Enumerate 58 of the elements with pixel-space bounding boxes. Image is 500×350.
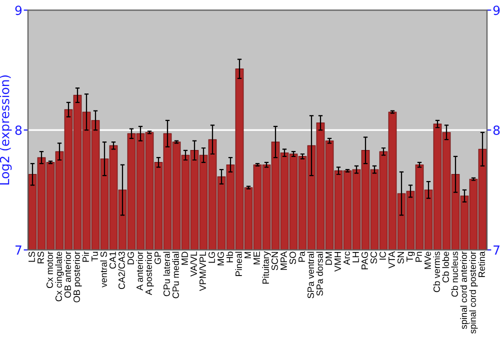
x-tick-label: SPa ventral xyxy=(307,252,314,298)
x-tick-label: Pa xyxy=(298,251,305,262)
x-tick-label: DG xyxy=(127,252,134,264)
x-tick-label: Retina xyxy=(478,251,485,278)
y-tick-label: 7 xyxy=(16,246,22,255)
x-tick-label: Cb vermis xyxy=(433,252,440,292)
x-tick-label: RS xyxy=(37,252,44,264)
x-tick-label: spinal cord posterior xyxy=(469,251,478,334)
x-tick-label: MG xyxy=(217,252,224,266)
x-tick-label: Pn xyxy=(416,252,422,262)
x-tick-label: A anterior xyxy=(136,251,143,291)
x-tick-label: SC xyxy=(370,252,377,264)
x-tick-label: A posterior xyxy=(145,251,154,296)
x-tick-label: Cx motor xyxy=(46,251,53,288)
x-tick-label: SN xyxy=(397,252,404,264)
x-tick-label: Arc xyxy=(344,252,350,266)
y-axis-title: Log2 (expression) xyxy=(0,75,12,185)
x-tick-label: Hb xyxy=(226,252,233,262)
x-tick-label: CA2/CA3 xyxy=(118,252,125,290)
x-tick-label: LG xyxy=(208,252,215,263)
x-tick-label: Cx cingulate xyxy=(55,252,64,302)
x-tick-label: OB posterior xyxy=(73,251,82,302)
x-tick-label: DM xyxy=(326,252,332,265)
x-tick-label: Tu xyxy=(92,252,98,262)
x-tick-label: CA1 xyxy=(109,252,116,269)
x-tick-label: VMH xyxy=(334,252,341,272)
x-tick-label: SO xyxy=(289,252,296,264)
x-tick-label: Cb nucleus xyxy=(451,252,458,297)
x-tick-label: IC xyxy=(379,252,386,260)
x-tick-label: MPA xyxy=(280,251,287,270)
x-tick-label: spinal cord anterior xyxy=(460,251,469,329)
x-tick-label: GP xyxy=(154,252,161,264)
x-tick-label: ventral S xyxy=(100,252,107,288)
x-tick-label: CPu lateral xyxy=(163,252,170,296)
y2-tick-label: 9 xyxy=(493,6,500,16)
x-tick-label: MD xyxy=(182,252,188,265)
x-tick-label: Tg xyxy=(406,252,415,262)
y2-tick-label: 7 xyxy=(494,246,500,255)
x-tick-label: ME xyxy=(254,252,260,264)
x-tick-label: CPu medial xyxy=(172,252,179,298)
x-tick-label: Cb lobe xyxy=(442,252,449,282)
y2-tick-label: 8 xyxy=(493,125,500,135)
x-tick-label: M xyxy=(244,252,251,258)
x-tick-label: OB anterior xyxy=(64,251,71,298)
x-tick-label: VTA xyxy=(388,251,395,268)
x-tick-label: LS xyxy=(28,252,35,262)
x-tick-label: LH xyxy=(352,252,359,262)
y-tick-label: 8 xyxy=(15,125,22,135)
x-tick-label: VPM/VPL xyxy=(199,252,206,291)
x-tick-label: Pituitary xyxy=(262,251,271,284)
x-tick-label: PAG xyxy=(361,252,368,270)
x-tick-label: Pir xyxy=(82,251,89,262)
x-tick-label: MVe xyxy=(424,252,431,269)
x-tick-label: SCN xyxy=(271,252,278,270)
x-tick-label: Pineal xyxy=(235,252,242,276)
x-tick-label: SPa dorsal xyxy=(316,252,323,296)
y-tick-label: 9 xyxy=(15,6,22,16)
x-tick-label: VA/VL xyxy=(190,252,197,277)
